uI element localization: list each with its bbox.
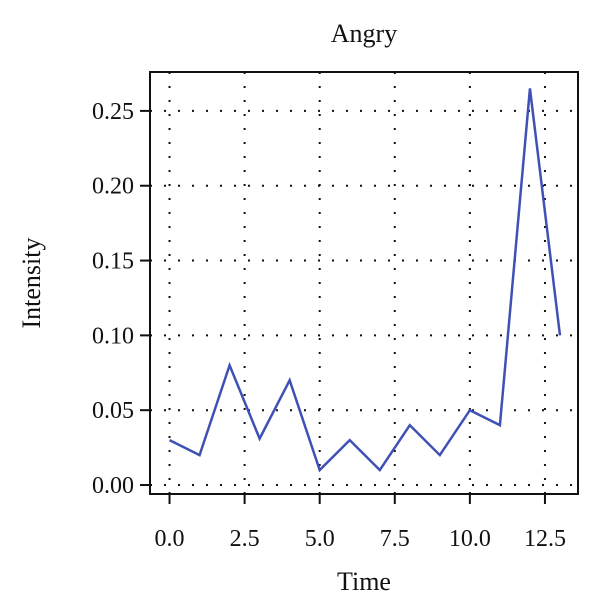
x-tick-label: 7.5 (380, 526, 410, 552)
y-axis-label: Intensity (17, 238, 46, 329)
x-tick-label: 2.5 (230, 526, 260, 552)
y-tick-label: 0.05 (92, 398, 134, 424)
y-tick-label: 0.00 (92, 473, 134, 499)
x-tick-label: 10.0 (449, 526, 491, 552)
x-tick-label: 5.0 (305, 526, 335, 552)
series-layer (168, 88, 562, 473)
plot-frame (149, 71, 579, 495)
x-tick-label: 0.0 (155, 526, 185, 552)
y-tick-label: 0.15 (92, 249, 134, 275)
x-axis-label: Time (337, 567, 391, 596)
y-tick-label: 0.10 (92, 323, 134, 349)
y-tick-label: 0.25 (92, 99, 134, 125)
chart-title: Angry (331, 19, 397, 48)
series-line (168, 88, 562, 473)
x-tick-label: 12.5 (524, 526, 566, 552)
y-tick-label: 0.20 (92, 174, 134, 200)
tick-layer: 0.0 2.5 5.0 7.5 10.0 12.5 0.00 0.05 0.10 0.15 0.20… (92, 99, 566, 552)
grid-layer (150, 72, 578, 494)
